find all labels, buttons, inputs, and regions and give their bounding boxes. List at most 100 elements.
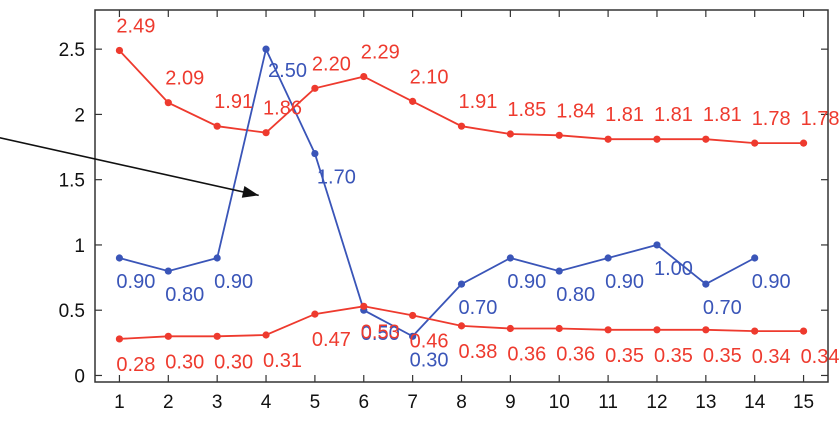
data-point-lower bbox=[409, 311, 417, 320]
data-point-lower bbox=[115, 335, 124, 343]
data-label-middle: 1.70 bbox=[317, 167, 356, 189]
data-label-middle: 0.30 bbox=[410, 349, 449, 371]
data-label-middle: 1.00 bbox=[654, 258, 693, 280]
data-point-upper bbox=[702, 135, 710, 143]
series-layer bbox=[115, 45, 808, 343]
data-label-middle: 0.80 bbox=[165, 284, 204, 306]
x-tick-label: 6 bbox=[358, 392, 369, 413]
data-label-lower: 0.28 bbox=[116, 354, 155, 376]
x-tick-label: 1 bbox=[114, 392, 125, 413]
data-point-upper bbox=[799, 139, 808, 147]
data-point-upper bbox=[360, 72, 368, 81]
data-label-middle: 0.50 bbox=[361, 323, 400, 345]
data-point-lower bbox=[457, 322, 466, 330]
x-tick-label: 9 bbox=[505, 392, 516, 413]
data-point-upper bbox=[457, 122, 466, 130]
data-label-upper: 2.09 bbox=[165, 68, 204, 90]
data-point-upper bbox=[115, 46, 124, 55]
y-tick-label: 0 bbox=[74, 366, 85, 387]
data-point-middle bbox=[409, 332, 417, 340]
data-label-upper: 1.81 bbox=[703, 104, 742, 126]
data-label-middle: 0.70 bbox=[459, 297, 498, 319]
data-label-middle: 2.50 bbox=[268, 60, 307, 82]
x-tick-label: 13 bbox=[695, 392, 716, 413]
x-tick-label: 3 bbox=[212, 392, 223, 413]
data-point-lower bbox=[360, 302, 368, 310]
data-point-middle bbox=[457, 280, 466, 288]
x-tick-label: 8 bbox=[456, 392, 467, 413]
data-point-lower bbox=[604, 326, 612, 334]
data-label-lower: 0.31 bbox=[263, 350, 302, 372]
data-point-upper bbox=[555, 131, 563, 139]
data-label-middle: 0.90 bbox=[507, 271, 546, 293]
data-point-lower bbox=[799, 327, 808, 335]
data-label-lower: 0.34 bbox=[752, 346, 791, 368]
data-label-upper: 2.49 bbox=[116, 15, 155, 37]
data-point-lower bbox=[702, 326, 710, 334]
annotation-layer bbox=[0, 137, 259, 198]
plot-frame bbox=[94, 9, 829, 383]
data-label-upper: 1.86 bbox=[263, 98, 302, 120]
data-label-upper: 1.84 bbox=[556, 100, 595, 122]
data-label-upper: 2.29 bbox=[361, 42, 400, 64]
data-point-lower bbox=[506, 324, 514, 333]
data-point-middle bbox=[262, 45, 270, 53]
data-label-middle: 0.70 bbox=[703, 297, 742, 319]
x-tick-label: 12 bbox=[646, 392, 667, 413]
data-point-middle bbox=[311, 149, 319, 158]
data-label-upper: 2.20 bbox=[312, 53, 351, 75]
data-label-lower: 0.46 bbox=[410, 330, 449, 352]
data-label-upper: 1.85 bbox=[507, 99, 546, 121]
data-point-middle bbox=[115, 254, 124, 262]
data-label-upper: 1.81 bbox=[654, 104, 693, 126]
data-point-upper bbox=[653, 135, 661, 143]
data-point-middle bbox=[751, 254, 759, 262]
x-tick-label: 11 bbox=[598, 392, 618, 413]
data-point-lower bbox=[213, 332, 221, 340]
data-label-upper: 1.81 bbox=[605, 104, 644, 126]
data-label-lower: 0.34 bbox=[801, 346, 839, 368]
y-tick-label: 1 bbox=[74, 236, 85, 257]
data-point-lower bbox=[164, 332, 172, 340]
x-tick-label: 14 bbox=[744, 392, 766, 413]
data-label-middle: 0.90 bbox=[605, 271, 644, 293]
data-point-middle bbox=[555, 267, 563, 275]
data-label-lower: 0.30 bbox=[214, 351, 253, 373]
y-tick-label: 2 bbox=[74, 105, 85, 126]
data-label-lower: 0.35 bbox=[654, 345, 693, 367]
y-tick-label: 1.5 bbox=[59, 171, 85, 192]
x-tick-label: 15 bbox=[793, 392, 814, 413]
data-label-middle: 0.90 bbox=[214, 271, 253, 293]
data-point-upper bbox=[409, 97, 417, 105]
x-tick-label: 10 bbox=[549, 392, 570, 413]
data-point-upper bbox=[213, 122, 221, 130]
x-tick-label: 4 bbox=[261, 392, 272, 413]
data-label-upper: 1.78 bbox=[752, 108, 791, 130]
data-point-upper bbox=[604, 135, 612, 143]
data-label-middle: 0.80 bbox=[556, 284, 595, 306]
data-label-lower: 0.35 bbox=[703, 345, 742, 367]
data-label-upper: 1.91 bbox=[459, 91, 498, 113]
x-tick-label: 2 bbox=[163, 392, 174, 413]
data-label-upper: 1.78 bbox=[801, 108, 839, 130]
data-point-upper bbox=[506, 130, 514, 138]
data-label-lower: 0.35 bbox=[605, 345, 644, 367]
data-label-upper: 1.91 bbox=[214, 91, 253, 113]
data-label-middle: 0.90 bbox=[116, 271, 155, 293]
data-point-middle bbox=[604, 254, 612, 262]
data-label-upper: 2.10 bbox=[410, 66, 449, 88]
y-tick-label: 2.5 bbox=[59, 40, 85, 61]
data-point-upper bbox=[262, 129, 270, 137]
data-point-middle bbox=[164, 267, 172, 275]
x-axis: 1 2 3 4 5 6 7 8 9 10 11 12 13 14 15 bbox=[114, 10, 814, 413]
data-label-lower: 0.47 bbox=[312, 329, 351, 351]
data-label-lower: 0.38 bbox=[459, 341, 498, 363]
x-tick-label: 5 bbox=[310, 392, 321, 413]
x-tick-label: 7 bbox=[407, 392, 418, 413]
data-point-lower bbox=[653, 326, 661, 334]
data-point-lower bbox=[262, 331, 270, 339]
data-point-middle bbox=[653, 241, 661, 249]
y-tick-label: 0.5 bbox=[59, 301, 85, 322]
data-point-upper bbox=[311, 84, 319, 92]
data-point-upper bbox=[751, 139, 759, 147]
